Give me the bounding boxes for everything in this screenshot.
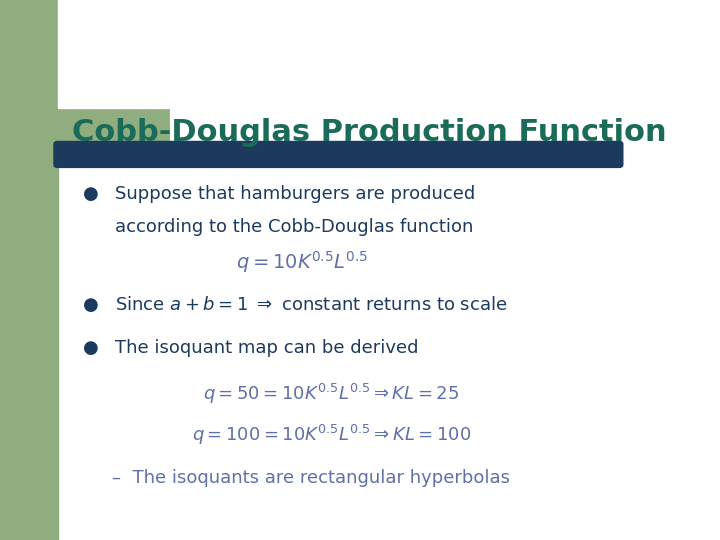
Text: ●: ● bbox=[83, 296, 99, 314]
Text: $q = 100 = 10K^{0.5}L^{0.5}\Rightarrow KL = 100$: $q = 100 = 10K^{0.5}L^{0.5}\Rightarrow K… bbox=[192, 423, 471, 447]
Text: Cobb-Douglas Production Function: Cobb-Douglas Production Function bbox=[72, 118, 667, 147]
Text: The isoquant map can be derived: The isoquant map can be derived bbox=[115, 339, 419, 357]
Text: $q = 50 = 10K^{0.5}L^{0.5}\Rightarrow KL = 25$: $q = 50 = 10K^{0.5}L^{0.5}\Rightarrow KL… bbox=[203, 382, 459, 406]
Text: Since $a+b=1\ \Rightarrow$ constant returns to scale: Since $a+b=1\ \Rightarrow$ constant retu… bbox=[115, 296, 508, 314]
Bar bbox=[0, 0, 58, 540]
Bar bbox=[58, 0, 173, 108]
Text: $q = 10K^{0.5}L^{0.5}$: $q = 10K^{0.5}L^{0.5}$ bbox=[236, 249, 369, 275]
Text: ●: ● bbox=[83, 185, 99, 204]
FancyBboxPatch shape bbox=[0, 0, 169, 159]
Text: Suppose that hamburgers are produced: Suppose that hamburgers are produced bbox=[115, 185, 475, 204]
Text: –  The isoquants are rectangular hyperbolas: – The isoquants are rectangular hyperbol… bbox=[112, 469, 510, 487]
Text: ●: ● bbox=[83, 339, 99, 357]
Text: according to the Cobb-Douglas function: according to the Cobb-Douglas function bbox=[115, 218, 474, 236]
FancyBboxPatch shape bbox=[54, 141, 623, 167]
